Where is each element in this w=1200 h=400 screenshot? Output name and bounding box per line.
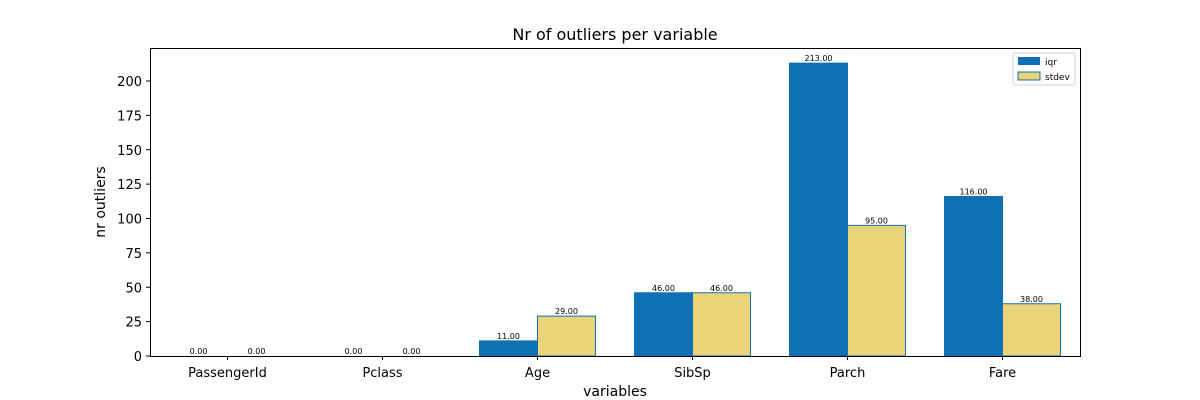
x-tick-label: Age <box>525 366 550 381</box>
data-label-iqr-parch: 213.00 <box>805 54 833 63</box>
bar-iqr-sibsp <box>634 292 693 357</box>
y-tick-label: 25 <box>125 316 142 331</box>
bar-iqr-parch <box>789 62 848 357</box>
x-tick-label: Pclass <box>362 366 402 381</box>
y-tick-label: 50 <box>125 281 142 296</box>
data-label-iqr-fare: 116.00 <box>960 188 988 197</box>
x-axis-label: variables <box>583 384 647 400</box>
bars <box>479 62 1061 357</box>
data-label-iqr-pclass: 0.00 <box>345 347 363 356</box>
data-label-stdev-pclass: 0.00 <box>403 347 421 356</box>
legend: iqr stdev <box>1012 52 1076 86</box>
x-axis: PassengerId Pclass Age SibSp Parch Fare <box>188 356 1016 381</box>
y-tick-label: 150 <box>117 144 142 159</box>
y-axis: 0 25 50 75 100 125 150 175 200 <box>117 75 150 365</box>
x-tick-label: PassengerId <box>188 366 267 381</box>
x-tick-label: Fare <box>989 366 1016 381</box>
bar-iqr-age <box>479 340 538 357</box>
data-label-iqr-sibsp: 46.00 <box>652 284 675 293</box>
x-tick-label: Parch <box>830 366 866 381</box>
data-label-iqr-age: 11.00 <box>497 332 520 341</box>
bar-stdev-age <box>537 315 596 357</box>
data-label-stdev-age: 29.00 <box>555 307 578 316</box>
legend-swatch-iqr <box>1018 57 1040 65</box>
plot-frame <box>150 48 1081 357</box>
bar-stdev-sibsp <box>692 292 751 357</box>
x-tick-label: SibSp <box>674 366 711 381</box>
bar-stdev-parch <box>847 224 906 357</box>
legend-swatch-stdev <box>1017 71 1041 81</box>
legend-label-iqr: iqr <box>1045 58 1057 68</box>
legend-label-stdev: stdev <box>1045 73 1070 83</box>
y-tick-label: 125 <box>117 178 142 193</box>
y-axis-label: nr outliers <box>93 166 109 237</box>
y-tick-label: 75 <box>125 247 142 262</box>
data-label-iqr-passengerid: 0.00 <box>190 347 208 356</box>
data-label-stdev-fare: 38.00 <box>1020 295 1043 304</box>
data-label-stdev-parch: 95.00 <box>865 216 888 225</box>
bar-iqr-fare <box>944 196 1003 357</box>
y-tick-label: 100 <box>117 213 142 228</box>
y-tick-label: 175 <box>117 109 142 124</box>
data-label-stdev-sibsp: 46.00 <box>710 284 733 293</box>
y-tick-label: 0 <box>134 350 142 365</box>
bar-stdev-fare <box>1002 303 1061 357</box>
chart-title: Nr of outliers per variable <box>512 25 717 44</box>
data-label-stdev-passengerid: 0.00 <box>248 347 266 356</box>
data-labels: 0.00 0.00 11.00 46.00 213.00 116.00 0.00 0.00 29… <box>190 54 1043 356</box>
y-tick-label: 200 <box>117 75 142 90</box>
